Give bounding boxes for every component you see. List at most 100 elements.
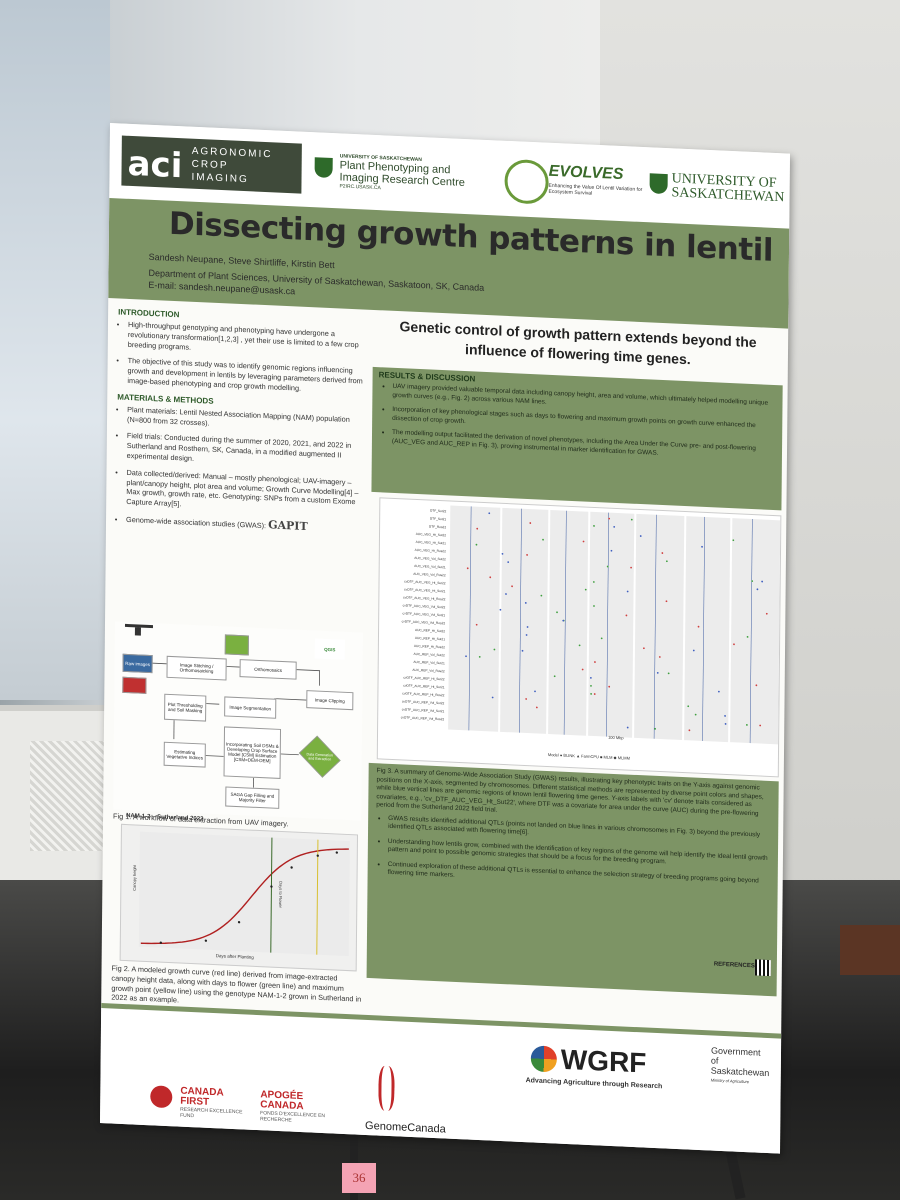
fig3-point bbox=[524, 602, 527, 604]
gwas-label: Genome-wide association studies (GWAS): bbox=[126, 514, 267, 531]
pix4d-icon bbox=[224, 634, 249, 656]
uofs-shield-icon bbox=[314, 157, 333, 179]
fig3-point bbox=[626, 726, 629, 729]
workflow-segmentation: Image Segmentation bbox=[224, 696, 277, 719]
fig3-point bbox=[593, 525, 595, 527]
fig3-trait-label: AUC_REP_Vol_Ros22 bbox=[412, 668, 444, 673]
fig3-chromosome-panels bbox=[448, 505, 781, 745]
fig3-point bbox=[592, 581, 595, 583]
fig3-flowering-gene-line bbox=[702, 516, 705, 741]
fig3-point bbox=[535, 706, 538, 709]
left-column: INTRODUCTION High-throughput genotyping … bbox=[116, 303, 368, 542]
fig2-ylabel: Canopy height bbox=[131, 864, 137, 891]
fig3-point bbox=[590, 692, 593, 695]
fig3-trait-label: AUC_REP_Ht_Sut22 bbox=[415, 628, 445, 633]
fig3-point bbox=[630, 518, 633, 521]
fig3-trait-label: AUC_REP_Vol_Sut22 bbox=[413, 652, 445, 657]
fig3-point bbox=[724, 723, 727, 725]
fig2-vline-label: Days to Flower bbox=[278, 881, 284, 908]
fig3-flowering-gene-line bbox=[606, 512, 609, 737]
fig3-point bbox=[493, 648, 496, 651]
fig3-point bbox=[608, 685, 611, 688]
fig3-point bbox=[511, 585, 513, 588]
growth-point bbox=[290, 866, 293, 869]
fig3-point bbox=[581, 668, 584, 671]
fig3-trait-label: cvDTF_AUC_VEG_Ht_Sut21 bbox=[404, 587, 446, 593]
workflow-thresholding: Plot Thresholding and Soil Masking bbox=[164, 693, 207, 722]
fig3-trait-label: AUC_VEG_Vol_Sut21 bbox=[414, 564, 446, 569]
fig3-trait-label: DTF_Sut21 bbox=[430, 517, 447, 522]
research-poster: aci AGRONOMIC CROP IMAGING UNIVERSITY OF… bbox=[100, 123, 790, 1154]
results-section: RESULTS & DISCUSSION UAV imagery provide… bbox=[371, 366, 783, 511]
fig3-trait-label: AUC_VEG_Ht_Sut22 bbox=[416, 532, 447, 537]
results-section-2: Fig 3. A summary of Genome-Wide Associat… bbox=[366, 762, 779, 997]
fig3-point bbox=[759, 724, 762, 727]
fig3-trait-labels: DTF_Sut22 DTF_Sut21 DTF_Ros22 AUC_VEG_Ht_Su… bbox=[401, 509, 447, 722]
evolves-logo: EVOLVES Enhancing the Value Of Lentil Va… bbox=[504, 158, 655, 205]
fig3-trait-label: AUC_VEG_Vol_Ros22 bbox=[413, 572, 446, 577]
methods-item: Field trials: Conducted during the summe… bbox=[127, 431, 367, 471]
aci-logo-subtitle: AGRONOMIC CROP IMAGING bbox=[191, 145, 272, 188]
poster-number-tag: 36 bbox=[342, 1163, 376, 1193]
fig3-trait-label: cvDTF_AUC_VEG_Ht_Sut22 bbox=[404, 579, 446, 585]
fig3-point bbox=[746, 636, 749, 638]
uofs-shield-icon bbox=[649, 173, 668, 195]
genome-canada-logo: GenomeCanada bbox=[365, 1119, 446, 1136]
growth-point bbox=[316, 854, 319, 857]
workflow-orthomosaics: Orthomosaics bbox=[239, 659, 297, 680]
dna-helix-icon bbox=[378, 1065, 395, 1112]
fig3-flowering-gene-line bbox=[468, 506, 472, 731]
fig3-point bbox=[692, 649, 695, 652]
gapit-logo: GAPIT bbox=[268, 518, 308, 534]
fig3-trait-label: cvDTF_AUC_VEG_Vol_Sut21 bbox=[403, 611, 446, 617]
radiator-grille bbox=[30, 741, 105, 851]
results2-list: GWAS results identified additional QTLs … bbox=[368, 813, 779, 894]
fig3-point bbox=[756, 588, 759, 591]
fig3-point bbox=[755, 684, 758, 687]
fig3-trait-label: AUC_VEG_Ht_Sut21 bbox=[416, 540, 447, 545]
uofs-line-2: SASKATCHEWAN bbox=[671, 185, 785, 206]
workflow-raw-images: Raw images bbox=[122, 653, 153, 674]
fig3-point bbox=[613, 525, 616, 528]
uofs-logo: UNIVERSITY OF SASKATCHEWAN bbox=[671, 171, 790, 206]
fig3-point bbox=[525, 634, 528, 636]
fig3-point bbox=[590, 684, 592, 687]
max-growth-line bbox=[316, 839, 319, 955]
fig3-point bbox=[732, 539, 735, 542]
fig3-point bbox=[733, 643, 735, 646]
aci-logo: aci AGRONOMIC CROP IMAGING bbox=[121, 135, 302, 194]
growth-points bbox=[159, 851, 339, 944]
fig3-point bbox=[661, 552, 664, 554]
fig3-point bbox=[589, 676, 592, 679]
fig3-point bbox=[466, 567, 469, 570]
fig3-point bbox=[745, 724, 748, 726]
fig3-point bbox=[525, 698, 528, 700]
fig3-point bbox=[521, 649, 524, 652]
fig3-flowering-gene-line bbox=[563, 510, 567, 735]
growth-curve-line bbox=[140, 848, 349, 945]
fig3-trait-label: cvDTF_AUC_REP_Vol_Sut21 bbox=[402, 707, 445, 713]
fig3-point bbox=[593, 605, 595, 607]
wood-rail bbox=[840, 925, 900, 975]
fig3-point bbox=[507, 561, 510, 564]
fig3-point bbox=[593, 693, 596, 695]
fig3-point bbox=[600, 637, 603, 640]
fig3-point bbox=[608, 517, 611, 520]
growth-point bbox=[204, 939, 208, 942]
fig3-chromosome-panel bbox=[500, 507, 549, 734]
fig3-point bbox=[556, 611, 558, 614]
cfref-fr: APOGÉE CANADA FONDS D'EXCELLENCE EN RECH… bbox=[260, 1089, 340, 1126]
qr-code-icon bbox=[754, 959, 771, 977]
days-to-flower-line bbox=[270, 837, 273, 953]
fig3-point bbox=[534, 690, 536, 693]
window bbox=[0, 0, 110, 700]
fig3-trait-label: cvDTF_AUC_REP_Vol_Sut22 bbox=[402, 699, 445, 705]
aci-logo-text: aci bbox=[127, 143, 183, 187]
fig3-point bbox=[642, 647, 645, 650]
aci-line-3: IMAGING bbox=[191, 171, 249, 186]
fig3-chromosome-panel bbox=[730, 518, 781, 745]
workflow-gap-filling: SAGA Gap Filling and Majority Filter bbox=[225, 786, 280, 809]
fig3-point bbox=[476, 527, 479, 530]
workflow-figure: Raw images Image Stitching / Orthomosaic… bbox=[113, 621, 364, 821]
fig3-point bbox=[717, 690, 720, 693]
